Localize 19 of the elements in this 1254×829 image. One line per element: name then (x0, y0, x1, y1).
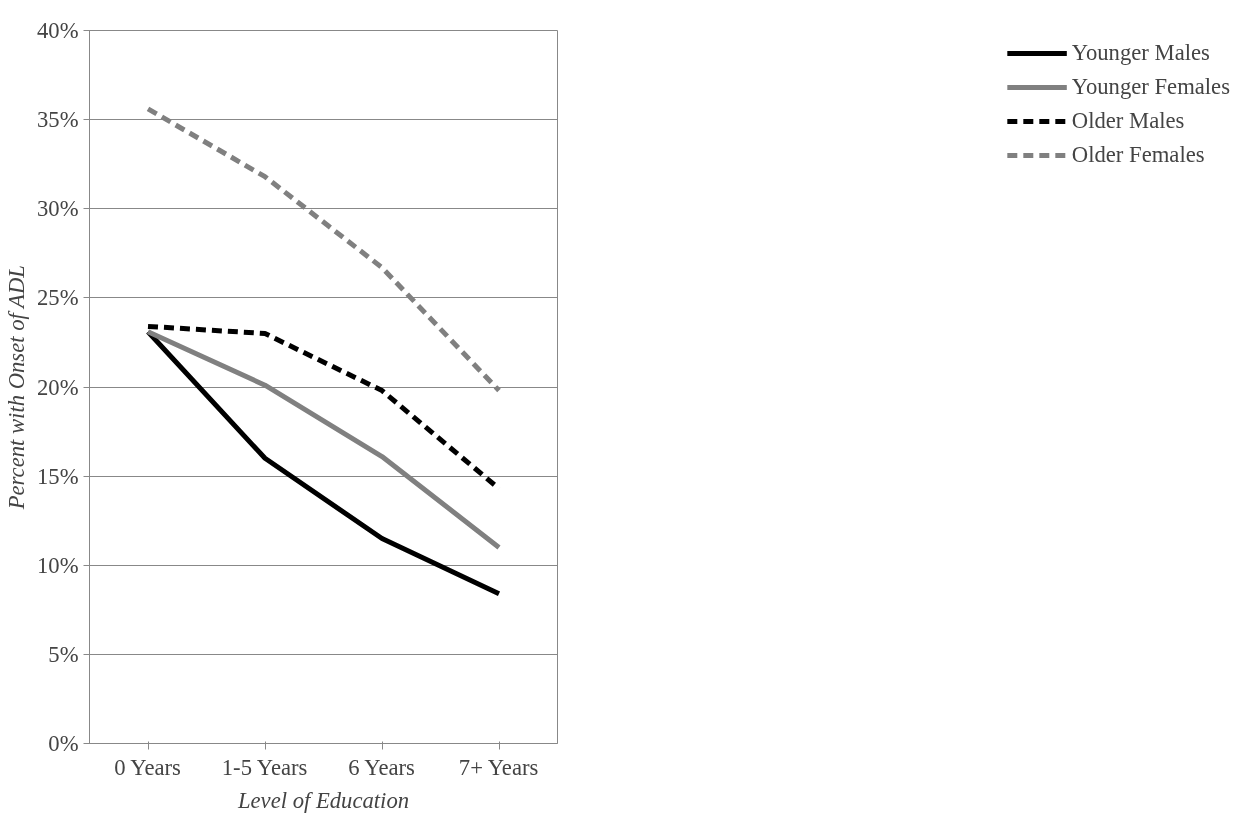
legend-label: Younger Males (1071, 40, 1210, 66)
y-tick-label: 30% (36, 196, 79, 222)
legend-label: Older Males (1071, 108, 1185, 134)
y-tick-label: 0% (48, 731, 79, 756)
y-tick-label: 5% (48, 641, 79, 667)
legend-label: Older Females (1071, 142, 1205, 168)
x-tick-label: 1-5 Years (221, 754, 308, 780)
x-tick-label: 7+ Years (458, 754, 539, 780)
y-tick-label: 20% (36, 374, 79, 400)
x-tick-label: 0 Years (114, 754, 181, 780)
y-tick-label: 35% (36, 107, 79, 133)
x-axis-title: Level of Education (236, 787, 410, 813)
y-tick-label: 10% (36, 552, 79, 578)
y-axis-title: Percent with Onset of ADL (3, 265, 29, 511)
x-tick-label: 6 Years (348, 754, 415, 780)
y-tick-label: 15% (36, 463, 79, 489)
y-tick-label: 40% (36, 18, 79, 43)
legend-label: Younger Females (1071, 74, 1230, 100)
y-tick-label: 25% (36, 285, 79, 311)
